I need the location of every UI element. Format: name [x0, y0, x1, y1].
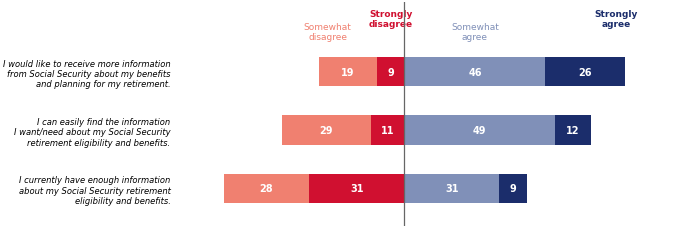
- Text: Somewhat
agree: Somewhat agree: [451, 23, 499, 42]
- Bar: [371, 116, 404, 145]
- Text: 31: 31: [445, 183, 459, 194]
- Bar: [377, 58, 404, 87]
- Text: Somewhat
disagree: Somewhat disagree: [304, 23, 352, 42]
- Text: 12: 12: [566, 125, 580, 135]
- Bar: [404, 174, 499, 203]
- Bar: [546, 58, 625, 87]
- Text: 9: 9: [387, 67, 394, 77]
- Text: 26: 26: [579, 67, 592, 77]
- Text: 19: 19: [341, 67, 354, 77]
- Bar: [404, 116, 555, 145]
- Text: 11: 11: [381, 125, 394, 135]
- Bar: [282, 116, 371, 145]
- Bar: [499, 174, 527, 203]
- Text: Strongly
disagree: Strongly disagree: [369, 10, 413, 29]
- Text: 9: 9: [510, 183, 516, 194]
- Text: Strongly
agree: Strongly agree: [594, 10, 637, 29]
- Text: 29: 29: [320, 125, 333, 135]
- Text: 28: 28: [260, 183, 273, 194]
- Text: 49: 49: [473, 125, 486, 135]
- Bar: [309, 174, 404, 203]
- Bar: [318, 58, 377, 87]
- Bar: [404, 58, 546, 87]
- Bar: [555, 116, 591, 145]
- Text: 31: 31: [350, 183, 363, 194]
- Bar: [223, 174, 309, 203]
- Text: 46: 46: [468, 67, 482, 77]
